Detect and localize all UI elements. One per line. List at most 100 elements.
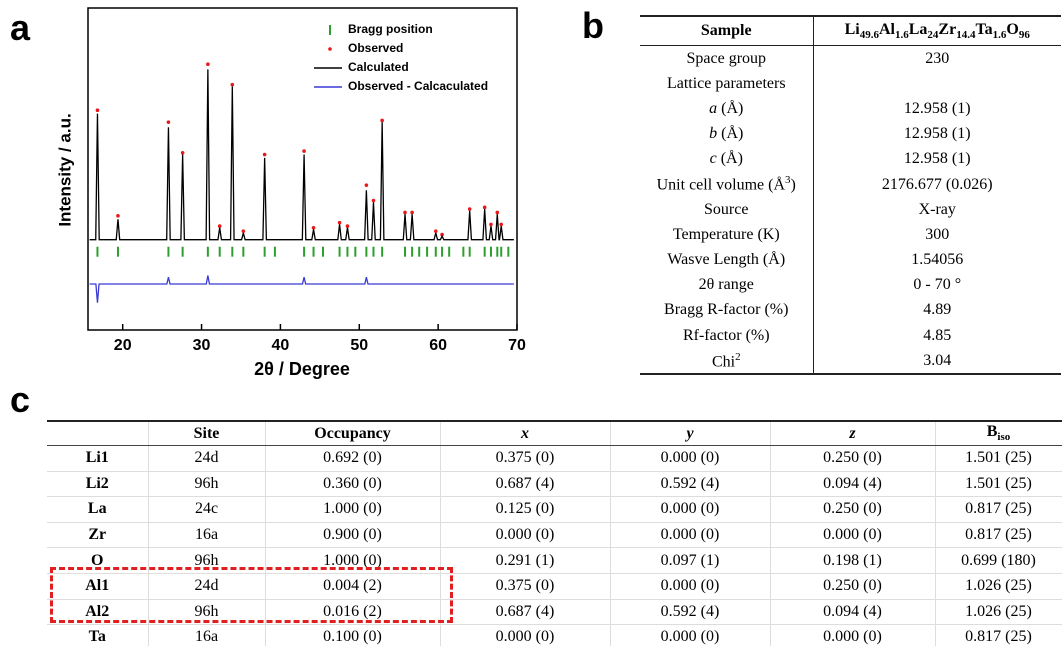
panel-label: a xyxy=(10,7,31,48)
text-segment: 96 xyxy=(1018,29,1030,42)
observed-point xyxy=(433,229,438,233)
table-row: Li1 24d 0.692 (0) 0.375 (0) 0.000 (0) 0.250 (… xyxy=(47,445,1062,472)
table-cell: 0.004 (2) xyxy=(265,573,441,600)
table-cell: 12.958 (1) xyxy=(903,125,971,143)
text-segment: (Å) xyxy=(717,125,744,143)
observed-point xyxy=(371,198,376,203)
table-cell: Chi2 xyxy=(640,348,814,375)
table-cell: 0.100 (0) xyxy=(265,624,441,646)
table-row: b (Å) 12.958 (1) xyxy=(640,121,1061,147)
observed-point xyxy=(116,214,120,218)
observed-point xyxy=(217,224,222,228)
table-cell: 0.817 (25) xyxy=(935,496,1062,523)
table-cell: 0.000 (0) xyxy=(770,624,936,646)
table-row: Ta 16a 0.100 (0) 0.000 (0) 0.000 (0) 0.000 (0… xyxy=(47,624,1062,646)
table-row: Rf-factor (%) 4.85 xyxy=(640,323,1061,349)
observed-point xyxy=(241,229,246,233)
observed-point xyxy=(467,207,472,211)
table-cell: 16a xyxy=(148,522,266,549)
table-cell: 12.958 (1) xyxy=(903,150,971,168)
observed-point xyxy=(95,108,100,113)
table-cell: 0.360 (0) xyxy=(265,471,441,498)
legend-label: Observed - Calcaculated xyxy=(348,79,488,93)
header-cell: Biso xyxy=(935,421,1062,446)
chart: 2θ / Degree Intensity / a.u. 20 30 40 50 60 7… xyxy=(55,7,526,379)
table-cell: 1.026 (25) xyxy=(935,573,1062,600)
text-segment: Chi xyxy=(711,353,736,370)
x-tick-label: 60 xyxy=(429,337,447,354)
table-cell: 0.817 (25) xyxy=(935,624,1062,646)
table-cell: 0.687 (4) xyxy=(440,471,611,498)
parameters-table: Sample Li49.6Al1.6La24Zr14.4Ta1.6O96 Space… xyxy=(640,15,1061,376)
table-cell: 0.000 (0) xyxy=(440,522,611,549)
table-cell: 0.000 (0) xyxy=(770,522,936,549)
header-cell: x xyxy=(440,421,611,446)
table-cell: 0.094 (4) xyxy=(770,471,936,498)
table-cell: 0.000 (0) xyxy=(440,624,611,646)
observed-point xyxy=(180,151,185,155)
text-segment: (Å) xyxy=(716,150,743,168)
observed-point xyxy=(495,210,500,215)
header-cell: z xyxy=(770,421,936,446)
observed-point xyxy=(364,183,369,187)
table-cell: 0.000 (0) xyxy=(610,496,771,523)
text-segment: 49.6 xyxy=(859,29,879,42)
table-cell: Rf-factor (%) xyxy=(640,323,814,349)
atoms-table: Site Occupancy x y z Biso Li1 24d 0.692 (0) 0.375… xyxy=(47,420,1062,646)
header-cell: y xyxy=(610,421,771,446)
table-row: Unit cell volume (Å3) 2176.677 (0.026) xyxy=(640,171,1061,198)
table-cell: 0.250 (0) xyxy=(770,573,936,600)
table-cell: 1.501 (25) xyxy=(935,471,1062,498)
text-segment: 3 xyxy=(785,174,791,187)
text-segment: b xyxy=(709,125,718,143)
table-cell: 230 xyxy=(925,49,950,67)
table-row: Source X-ray xyxy=(640,197,1061,223)
table-cell xyxy=(813,71,1061,96)
table-cell: Wasve Length (Å) xyxy=(640,247,814,273)
table-cell: 0.817 (25) xyxy=(935,522,1062,549)
x-tick-label: 40 xyxy=(272,337,290,354)
table-row: La 24c 1.000 (0) 0.125 (0) 0.000 (0) 0.250 (0… xyxy=(47,496,1062,523)
table-row: Wasve Length (Å) 1.54056 xyxy=(640,247,1061,273)
header-cell: Sample xyxy=(640,16,814,46)
table-cell: Li2 xyxy=(47,471,149,498)
observed-point xyxy=(230,82,235,87)
table-cell: 24d xyxy=(148,573,266,600)
table-cell: 2θ range xyxy=(640,272,814,298)
text-segment: 2 xyxy=(735,350,741,363)
table-cell: 0 - 70 ° xyxy=(913,276,962,294)
table-cell: 0.000 (0) xyxy=(610,573,771,600)
table-cell: a (Å) xyxy=(640,96,814,122)
table-cell: 3.04 xyxy=(923,351,952,369)
observed-point xyxy=(499,222,504,227)
observed-point xyxy=(302,149,306,153)
observed-point xyxy=(403,210,407,215)
observed-point xyxy=(337,220,342,225)
observed-point xyxy=(206,62,210,67)
table-cell: Space group xyxy=(640,45,814,72)
table-row: a (Å) 12.958 (1) xyxy=(640,96,1061,122)
table-cell: 0.250 (0) xyxy=(770,496,936,523)
header-row: Sample Li49.6Al1.6La24Zr14.4Ta1.6O96 xyxy=(640,16,1061,46)
table-cell: 0.000 (0) xyxy=(610,624,771,646)
observed-point xyxy=(410,210,414,215)
observed-point xyxy=(166,120,171,124)
table-cell: 0.000 (0) xyxy=(610,522,771,549)
plot-frame xyxy=(87,7,518,331)
text-segment: z xyxy=(849,424,856,442)
table-cell: 0.375 (0) xyxy=(440,573,611,600)
header-row: Site Occupancy x y z Biso xyxy=(47,421,1062,446)
table-cell: 96h xyxy=(148,471,266,498)
table-cell: Temperature (K) xyxy=(640,222,814,248)
table-cell: 0.198 (1) xyxy=(770,547,936,574)
table-cell: 24d xyxy=(148,445,266,472)
text-segment: ) xyxy=(790,176,796,194)
table-cell: 0.291 (1) xyxy=(440,547,611,574)
text-segment: Unit cell volume (Å xyxy=(656,176,786,194)
table-row: Space group 230 xyxy=(640,45,1061,72)
series-line xyxy=(89,275,514,303)
text-segment: 1.6 xyxy=(895,29,909,42)
table-row: Bragg R-factor (%) 4.89 xyxy=(640,297,1061,324)
table-cell: Lattice parameters xyxy=(640,71,814,97)
text-segment: 14.4 xyxy=(956,29,976,42)
